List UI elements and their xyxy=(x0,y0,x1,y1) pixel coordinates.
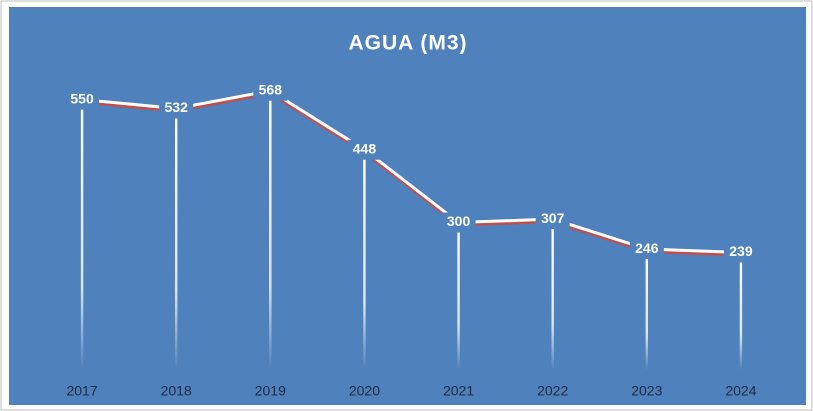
drop-line xyxy=(739,252,743,370)
data-label: 307 xyxy=(541,210,565,226)
x-tick-label: 2024 xyxy=(725,383,756,399)
data-label-background xyxy=(629,239,664,260)
drop-line xyxy=(269,90,272,370)
data-label: 246 xyxy=(635,240,659,256)
drop-line xyxy=(80,99,84,370)
data-label: 550 xyxy=(70,90,94,106)
data-label-background xyxy=(723,242,758,263)
data-label-background xyxy=(441,212,476,233)
plot-background xyxy=(9,7,806,405)
drop-line xyxy=(645,249,649,370)
data-label: 300 xyxy=(447,213,471,229)
data-label-background xyxy=(65,89,100,110)
data-label: 448 xyxy=(353,140,377,156)
x-tick-label: 2019 xyxy=(255,383,286,399)
drop-line xyxy=(174,108,178,370)
drop-line xyxy=(457,222,460,370)
data-label: 568 xyxy=(259,81,283,97)
data-label-background xyxy=(253,80,288,101)
x-tick-label: 2022 xyxy=(537,383,568,399)
data-label: 532 xyxy=(165,99,189,115)
x-tick-label: 2021 xyxy=(443,383,474,399)
chart-title: AGUA (M3) xyxy=(348,32,467,55)
data-label: 239 xyxy=(729,243,753,259)
x-tick-label: 2020 xyxy=(349,383,380,399)
x-tick-label: 2017 xyxy=(66,383,97,399)
x-tick-label: 2023 xyxy=(631,383,662,399)
drop-line xyxy=(363,149,366,370)
data-label-background xyxy=(347,139,382,160)
drop-line xyxy=(551,219,554,370)
x-tick-label: 2018 xyxy=(161,383,192,399)
data-label-background xyxy=(535,209,570,230)
data-label-background xyxy=(159,98,194,119)
